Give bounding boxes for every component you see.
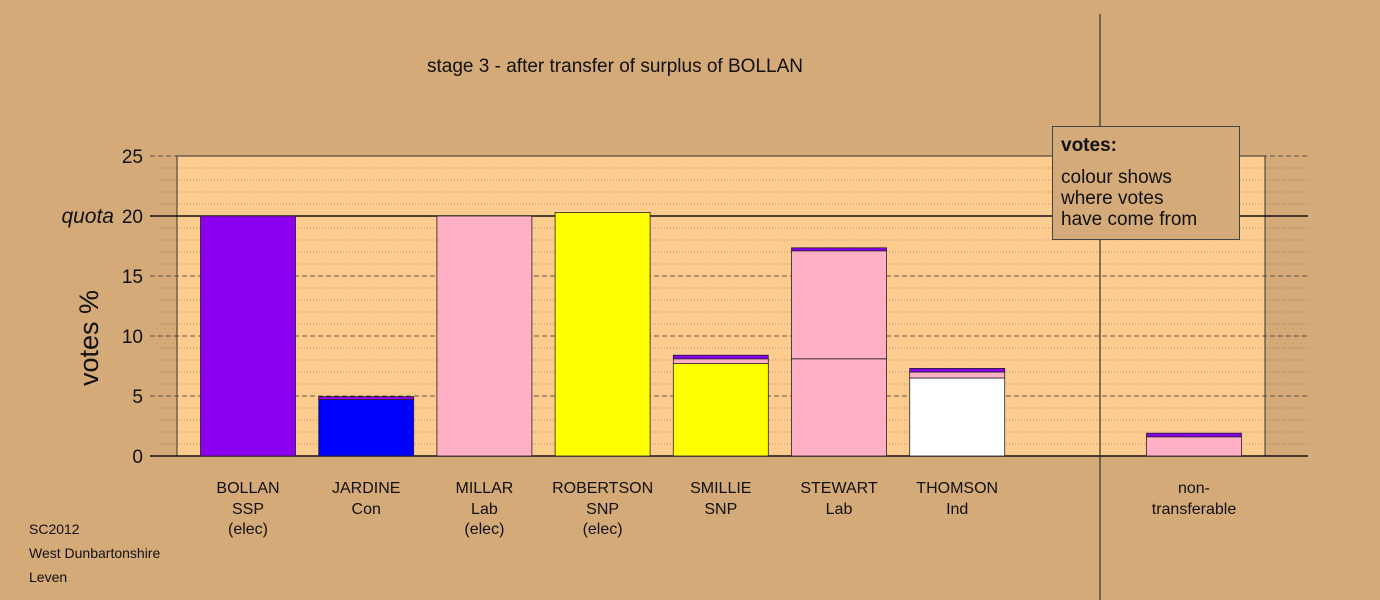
candidate-name-label: BOLLAN — [216, 480, 279, 497]
chart-title: stage 3 - after transfer of surplus of B… — [427, 56, 803, 77]
candidate-status-label: (elec) — [583, 521, 623, 538]
y-tick-label: 0 — [132, 447, 143, 468]
legend-line-2: where votes — [1061, 188, 1164, 209]
bar-smillie-segment — [672, 363, 769, 457]
candidate-name-label: JARDINE — [332, 480, 400, 497]
bar-nontransferable-segment — [1146, 436, 1242, 457]
candidate-name-label: MILLAR — [456, 480, 514, 497]
nontransferable-label-1: non- — [1178, 480, 1210, 497]
bar-stewart-segment — [791, 250, 887, 360]
bar-thomson-segment — [909, 377, 1006, 457]
bar-millar-segment — [436, 215, 533, 457]
candidate-party-label: SNP — [704, 501, 737, 518]
candidate-party-label: SNP — [586, 501, 619, 518]
y-tick-label: 25 — [122, 147, 143, 168]
bar-thomson-segment — [909, 367, 1006, 373]
candidate-name-label: THOMSON — [916, 480, 998, 497]
bar-robertson-segment — [554, 211, 651, 457]
y-tick-label: 5 — [132, 387, 143, 408]
footer-council: West Dunbartonshire — [29, 545, 161, 561]
y-tick-label: 20 — [122, 207, 143, 228]
footer-election: SC2012 — [29, 521, 80, 537]
bar-stewart-segment — [791, 247, 887, 252]
candidate-party-label: Ind — [946, 501, 968, 518]
candidate-status-label: (elec) — [228, 521, 268, 538]
candidate-status-label: (elec) — [464, 521, 504, 538]
bar-jardine-segment — [318, 396, 415, 401]
candidate-name-label: ROBERTSON — [552, 480, 653, 497]
candidate-party-label: Lab — [471, 501, 498, 518]
legend-line-1: colour shows — [1061, 167, 1172, 188]
legend-title: votes: — [1061, 135, 1117, 156]
legend-line-3: have come from — [1061, 209, 1198, 230]
legend: votes: colour shows where votes have com… — [1052, 126, 1240, 240]
candidate-name-label: SMILLIE — [690, 480, 751, 497]
footer-ward: Leven — [29, 569, 68, 585]
candidate-party-label: Lab — [826, 501, 853, 518]
bar-stewart-segment — [791, 358, 887, 457]
candidate-party-label: Con — [352, 501, 381, 518]
y-tick-label: 10 — [122, 327, 143, 348]
nontransferable-label-2: transferable — [1152, 501, 1237, 518]
bar-bollan-segment — [200, 215, 296, 457]
candidate-party-label: SSP — [232, 501, 264, 518]
candidate-name-label: STEWART — [800, 480, 878, 497]
y-tick-label: 15 — [122, 267, 143, 288]
bar-nontransferable-segment — [1146, 432, 1242, 438]
bar-smillie-segment — [672, 358, 769, 364]
bar-smillie-segment — [672, 354, 769, 360]
bar-thomson-segment — [909, 371, 1006, 379]
quota-label: quota — [61, 205, 114, 228]
bar-jardine-segment — [318, 399, 415, 457]
y-axis-label: votes % — [74, 290, 104, 386]
